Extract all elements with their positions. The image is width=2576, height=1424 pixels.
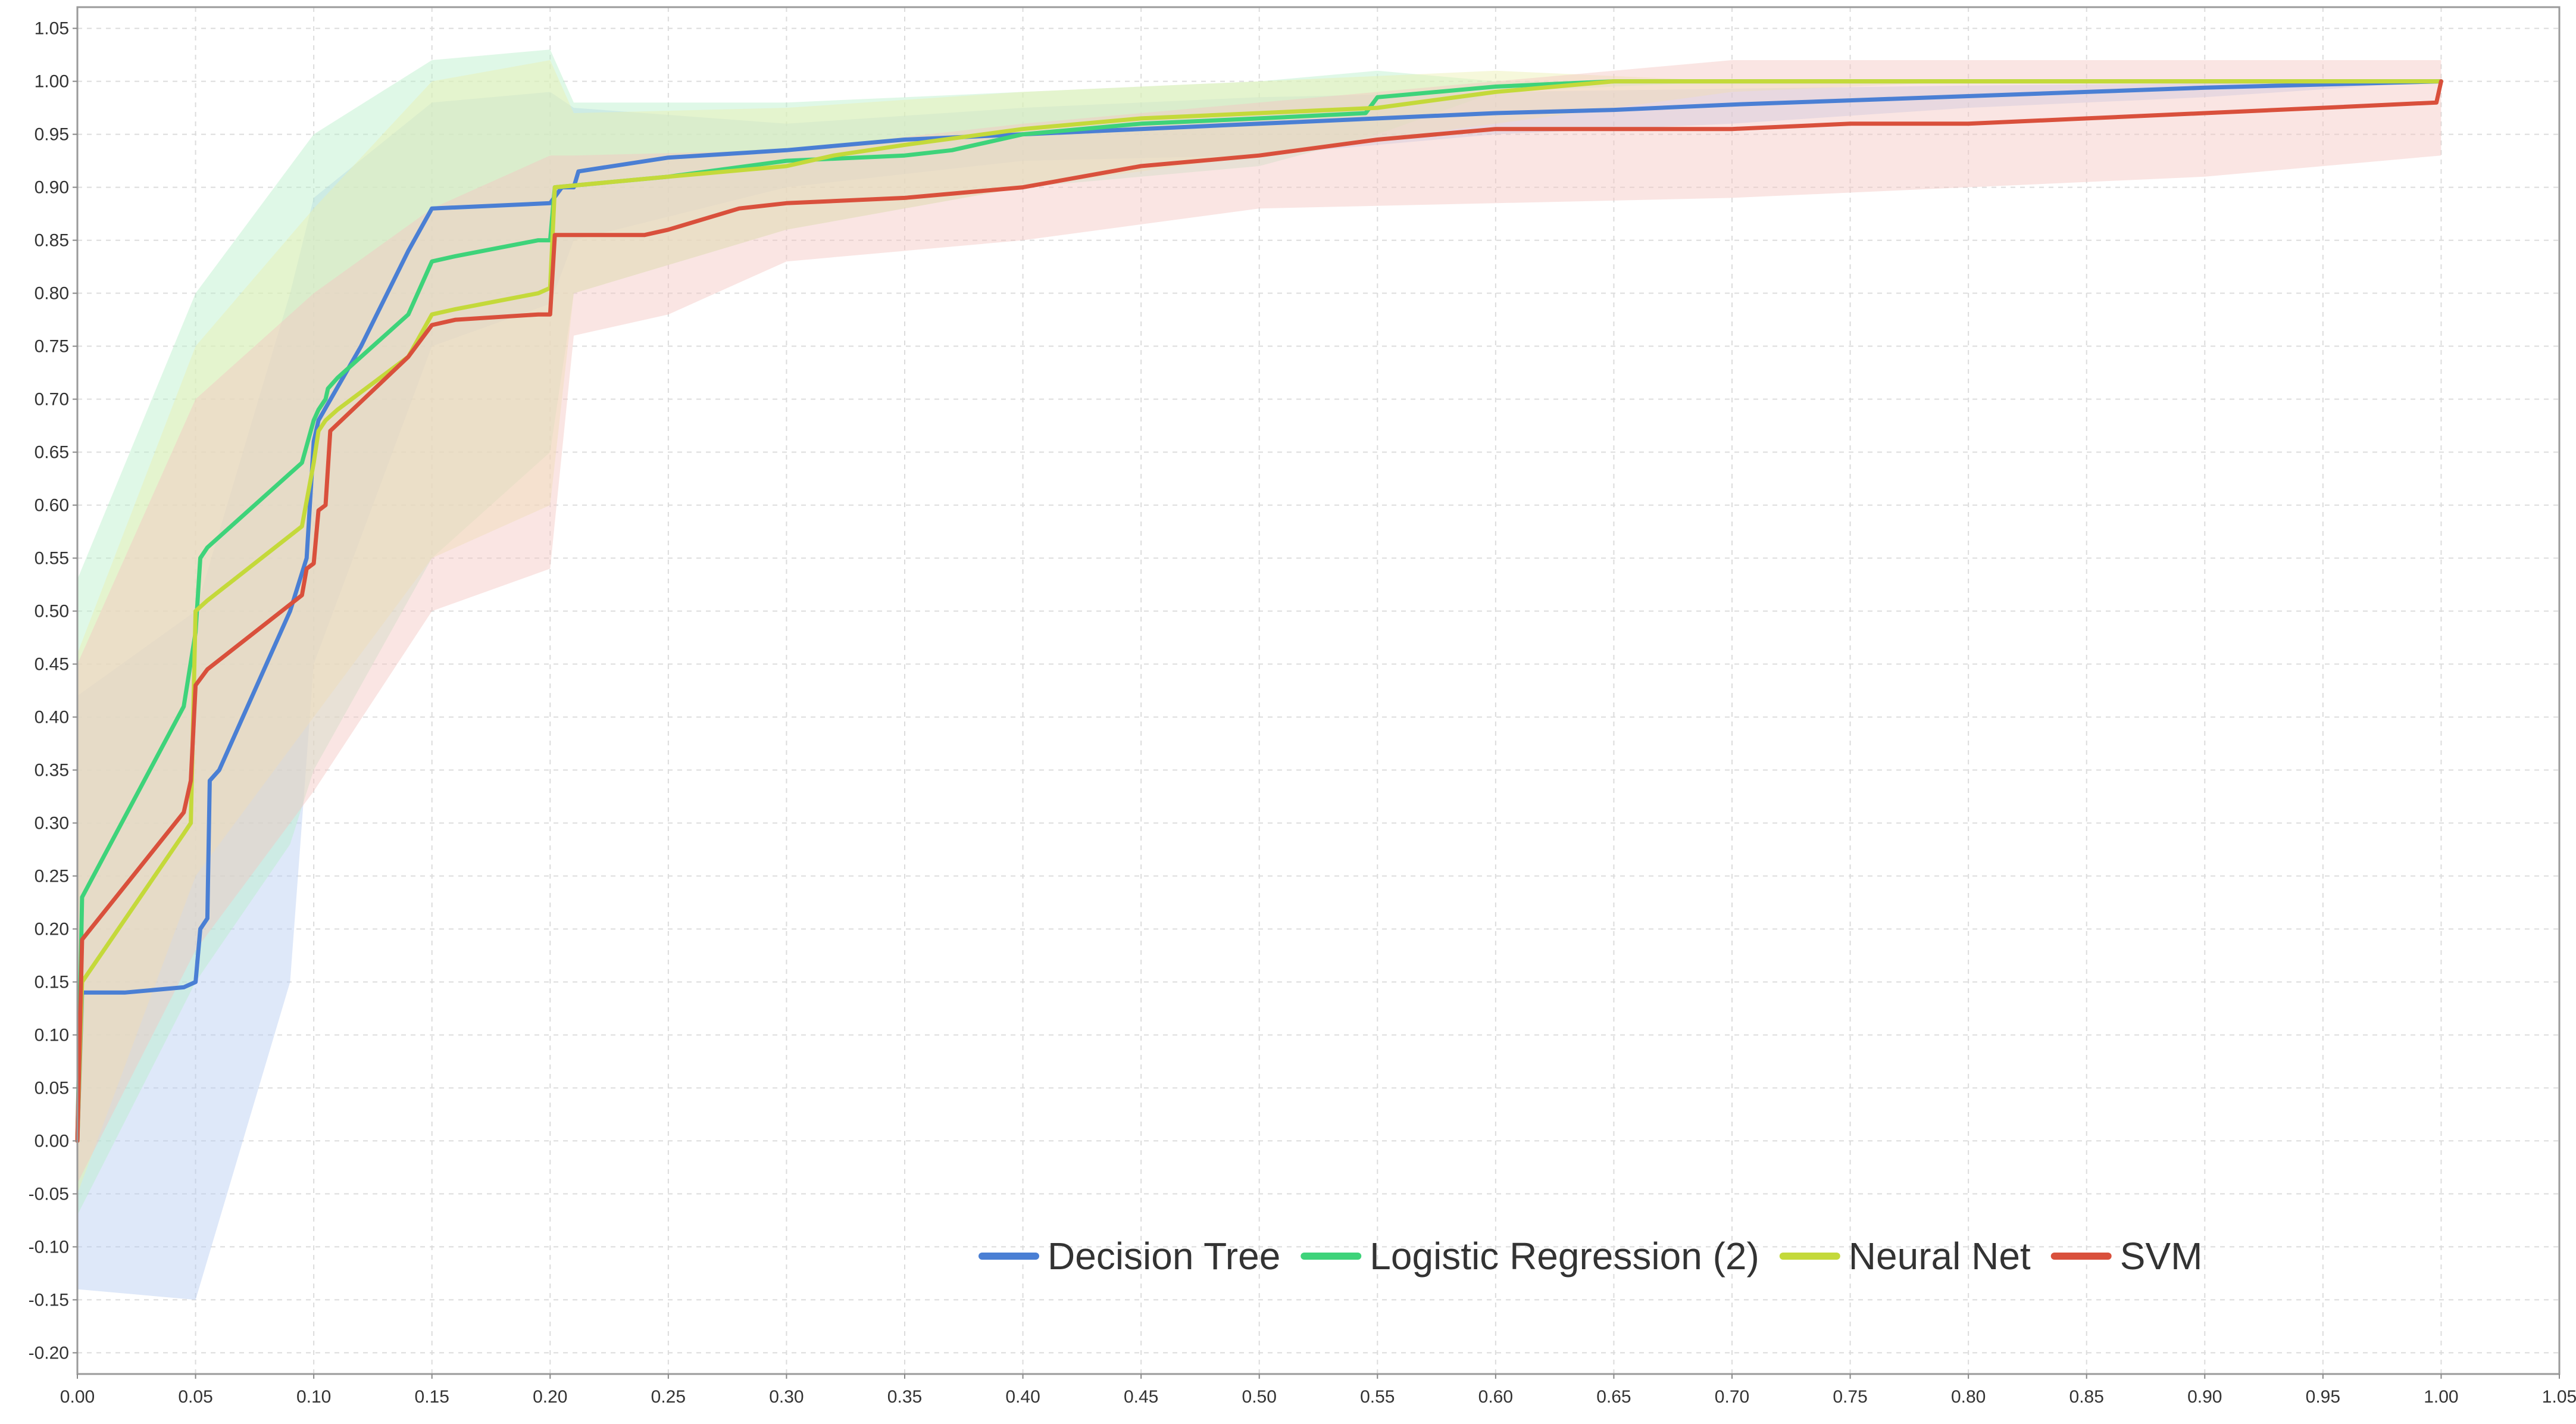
legend-label: Neural Net <box>1849 1235 2031 1278</box>
x-tick-label: 0.25 <box>651 1387 686 1407</box>
x-tick-label: 0.55 <box>1360 1387 1395 1407</box>
legend-item-decision-tree: Decision Tree <box>978 1235 1280 1278</box>
x-tick-label: 0.50 <box>1242 1387 1277 1407</box>
y-tick-label: 0.55 <box>35 549 69 569</box>
x-tick-label: 1.00 <box>2424 1387 2458 1407</box>
x-tick-label: 0.65 <box>1596 1387 1631 1407</box>
legend-item-logistic-regression-2: Logistic Regression (2) <box>1300 1235 1759 1278</box>
y-tick-label: 0.05 <box>35 1078 69 1098</box>
x-tick-label: 0.60 <box>1478 1387 1513 1407</box>
y-tick-label: 0.70 <box>35 390 69 410</box>
y-tick-label: 0.00 <box>35 1131 69 1151</box>
series-lines <box>75 79 2443 1143</box>
y-tick-label: 0.75 <box>35 337 69 357</box>
legend-item-neural-net: Neural Net <box>1779 1235 2031 1278</box>
y-tick-label: 1.00 <box>35 72 69 92</box>
y-tick-label: 1.05 <box>35 19 69 39</box>
y-tick-label: 0.90 <box>35 178 69 198</box>
y-tick-label: 0.25 <box>35 866 69 886</box>
x-tick-label: 0.70 <box>1715 1387 1749 1407</box>
y-tick-label: 0.60 <box>35 496 69 516</box>
x-tick-label: 0.90 <box>2187 1387 2222 1407</box>
y-tick-label: 0.85 <box>35 231 69 251</box>
x-tick-label: 0.30 <box>769 1387 804 1407</box>
y-tick-label: 0.20 <box>35 919 69 939</box>
series-line-svm <box>75 79 2443 1143</box>
series-line-neural-net <box>75 79 2443 1143</box>
y-tick-label: 0.35 <box>35 760 69 780</box>
x-tick-label: 0.00 <box>60 1387 95 1407</box>
x-tick-label: 0.95 <box>2306 1387 2340 1407</box>
y-tick-label: 0.40 <box>35 707 69 727</box>
x-tick-label: 0.05 <box>178 1387 212 1407</box>
confidence-band-svm <box>77 60 2441 1183</box>
x-tick-label: 0.40 <box>1005 1387 1040 1407</box>
x-tick-label: 0.20 <box>533 1387 567 1407</box>
legend-label: Decision Tree <box>1048 1235 1280 1278</box>
confidence-bands <box>77 49 2441 1300</box>
x-tick-label: 0.10 <box>296 1387 331 1407</box>
y-tick-label: 0.15 <box>35 972 69 992</box>
y-tick-label: -0.05 <box>29 1184 69 1204</box>
y-tick-label: -0.15 <box>29 1290 69 1310</box>
y-tick-label: 0.10 <box>35 1025 69 1045</box>
y-tick-label: 0.50 <box>35 602 69 622</box>
x-tick-label: 0.15 <box>415 1387 449 1407</box>
y-tick-label: 0.65 <box>35 443 69 463</box>
legend-item-svm: SVM <box>2050 1235 2203 1278</box>
legend-label: SVM <box>2120 1235 2203 1278</box>
confidence-band-logistic-regression-2 <box>77 49 2441 1216</box>
x-tick-label: 1.05 <box>2542 1387 2576 1407</box>
legend: Decision Tree Logistic Regression (2) Neur… <box>978 1235 2203 1278</box>
x-tick-label: 0.45 <box>1124 1387 1158 1407</box>
x-tick-label: 0.75 <box>1833 1387 1867 1407</box>
legend-label: Logistic Regression (2) <box>1370 1235 1759 1278</box>
y-tick-label: -0.10 <box>29 1237 69 1257</box>
confidence-band-decision-tree <box>77 81 2441 1300</box>
plot-frame <box>76 6 2561 1375</box>
gridlines <box>77 7 2560 1374</box>
x-tick-label: 0.35 <box>887 1387 922 1407</box>
y-tick-label: 0.30 <box>35 813 69 833</box>
y-tick-label: -0.20 <box>29 1343 69 1363</box>
y-tick-label: 0.45 <box>35 655 69 674</box>
y-tick-label: 0.95 <box>35 125 69 145</box>
y-tick-label: 0.80 <box>35 284 69 304</box>
tick-labels: 0.00 0.05 0.10 0.15 0.20 0.25 0.30 0.35 0.40 0.45… <box>29 19 2576 1407</box>
x-tick-label: 0.85 <box>2069 1387 2104 1407</box>
x-tick-label: 0.80 <box>1951 1387 1986 1407</box>
